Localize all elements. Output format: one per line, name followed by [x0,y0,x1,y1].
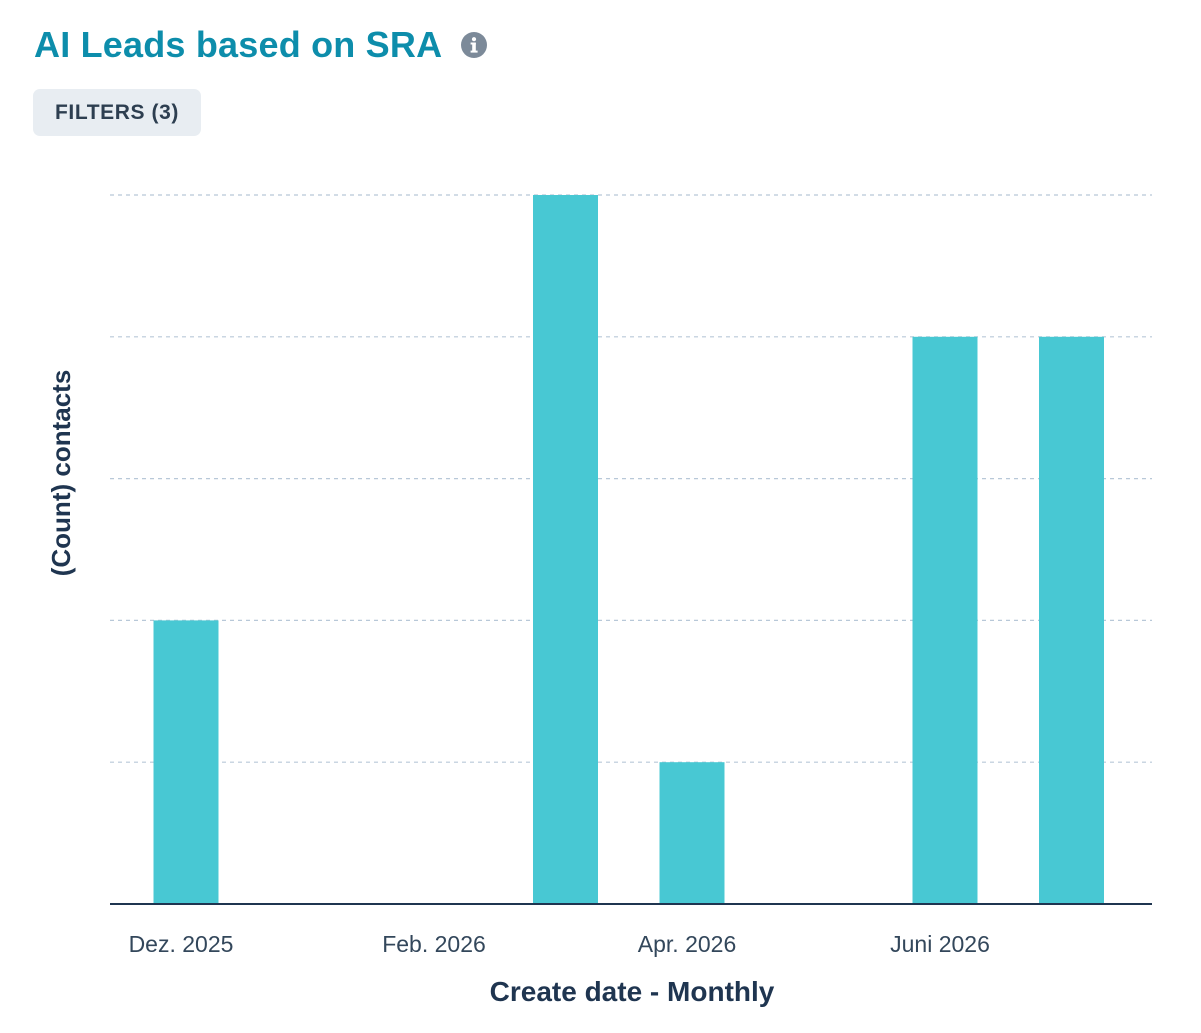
x-axis-label: Create date - Monthly [490,976,775,1007]
filters-button[interactable]: FILTERS (3) [33,89,201,136]
grid-lines [110,194,1152,763]
info-circle-icon[interactable] [460,31,488,59]
y-axis-label: (Count) contacts [46,370,76,577]
x-tick-label: Juni 2026 [890,931,990,957]
x-tick-label: Feb. 2026 [382,931,486,957]
bar[interactable] [533,195,598,904]
bar[interactable] [912,336,978,904]
x-tick-label: Apr. 2026 [638,931,736,957]
bar[interactable] [1039,336,1104,904]
bar[interactable] [153,620,219,904]
x-tick-labels: Dez. 2025 Feb. 2026 Apr. 2026 Juni 2026 [129,931,990,957]
chart-title: AI Leads based on SRA [34,24,443,65]
bar[interactable] [659,762,725,904]
bars [153,195,1104,904]
x-tick-label: Dez. 2025 [129,931,234,957]
chart-header: AI Leads based on SRA [34,22,488,68]
